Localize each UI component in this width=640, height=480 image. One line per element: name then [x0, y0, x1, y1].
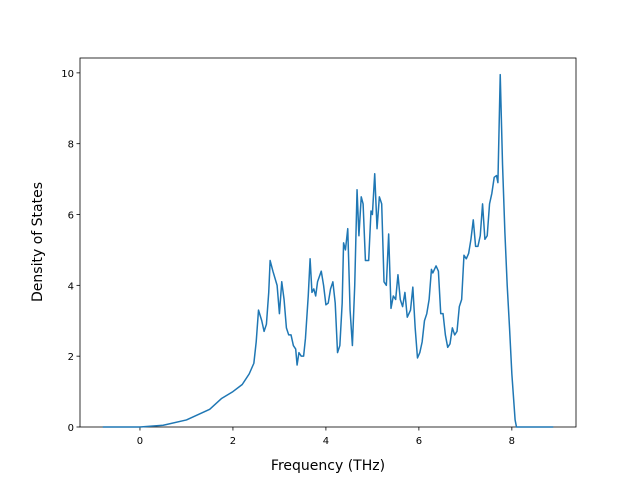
x-axis-label: Frequency (THz) [271, 458, 385, 474]
x-tick-label: 8 [509, 436, 515, 447]
y-tick-label: 4 [68, 281, 74, 292]
y-axis-label: Density of States [30, 182, 46, 302]
x-tick-label: 4 [323, 436, 329, 447]
x-tick-label: 6 [416, 436, 422, 447]
y-tick-label: 8 [68, 140, 74, 151]
x-tick-label: 2 [230, 436, 236, 447]
x-tick-label: 0 [137, 436, 143, 447]
y-tick-label: 0 [68, 423, 74, 434]
y-tick-label: 6 [68, 211, 74, 222]
y-tick-label: 2 [68, 352, 74, 363]
data-line [102, 73, 554, 428]
axes-frame [79, 57, 577, 428]
y-tick-label: 10 [61, 69, 74, 80]
